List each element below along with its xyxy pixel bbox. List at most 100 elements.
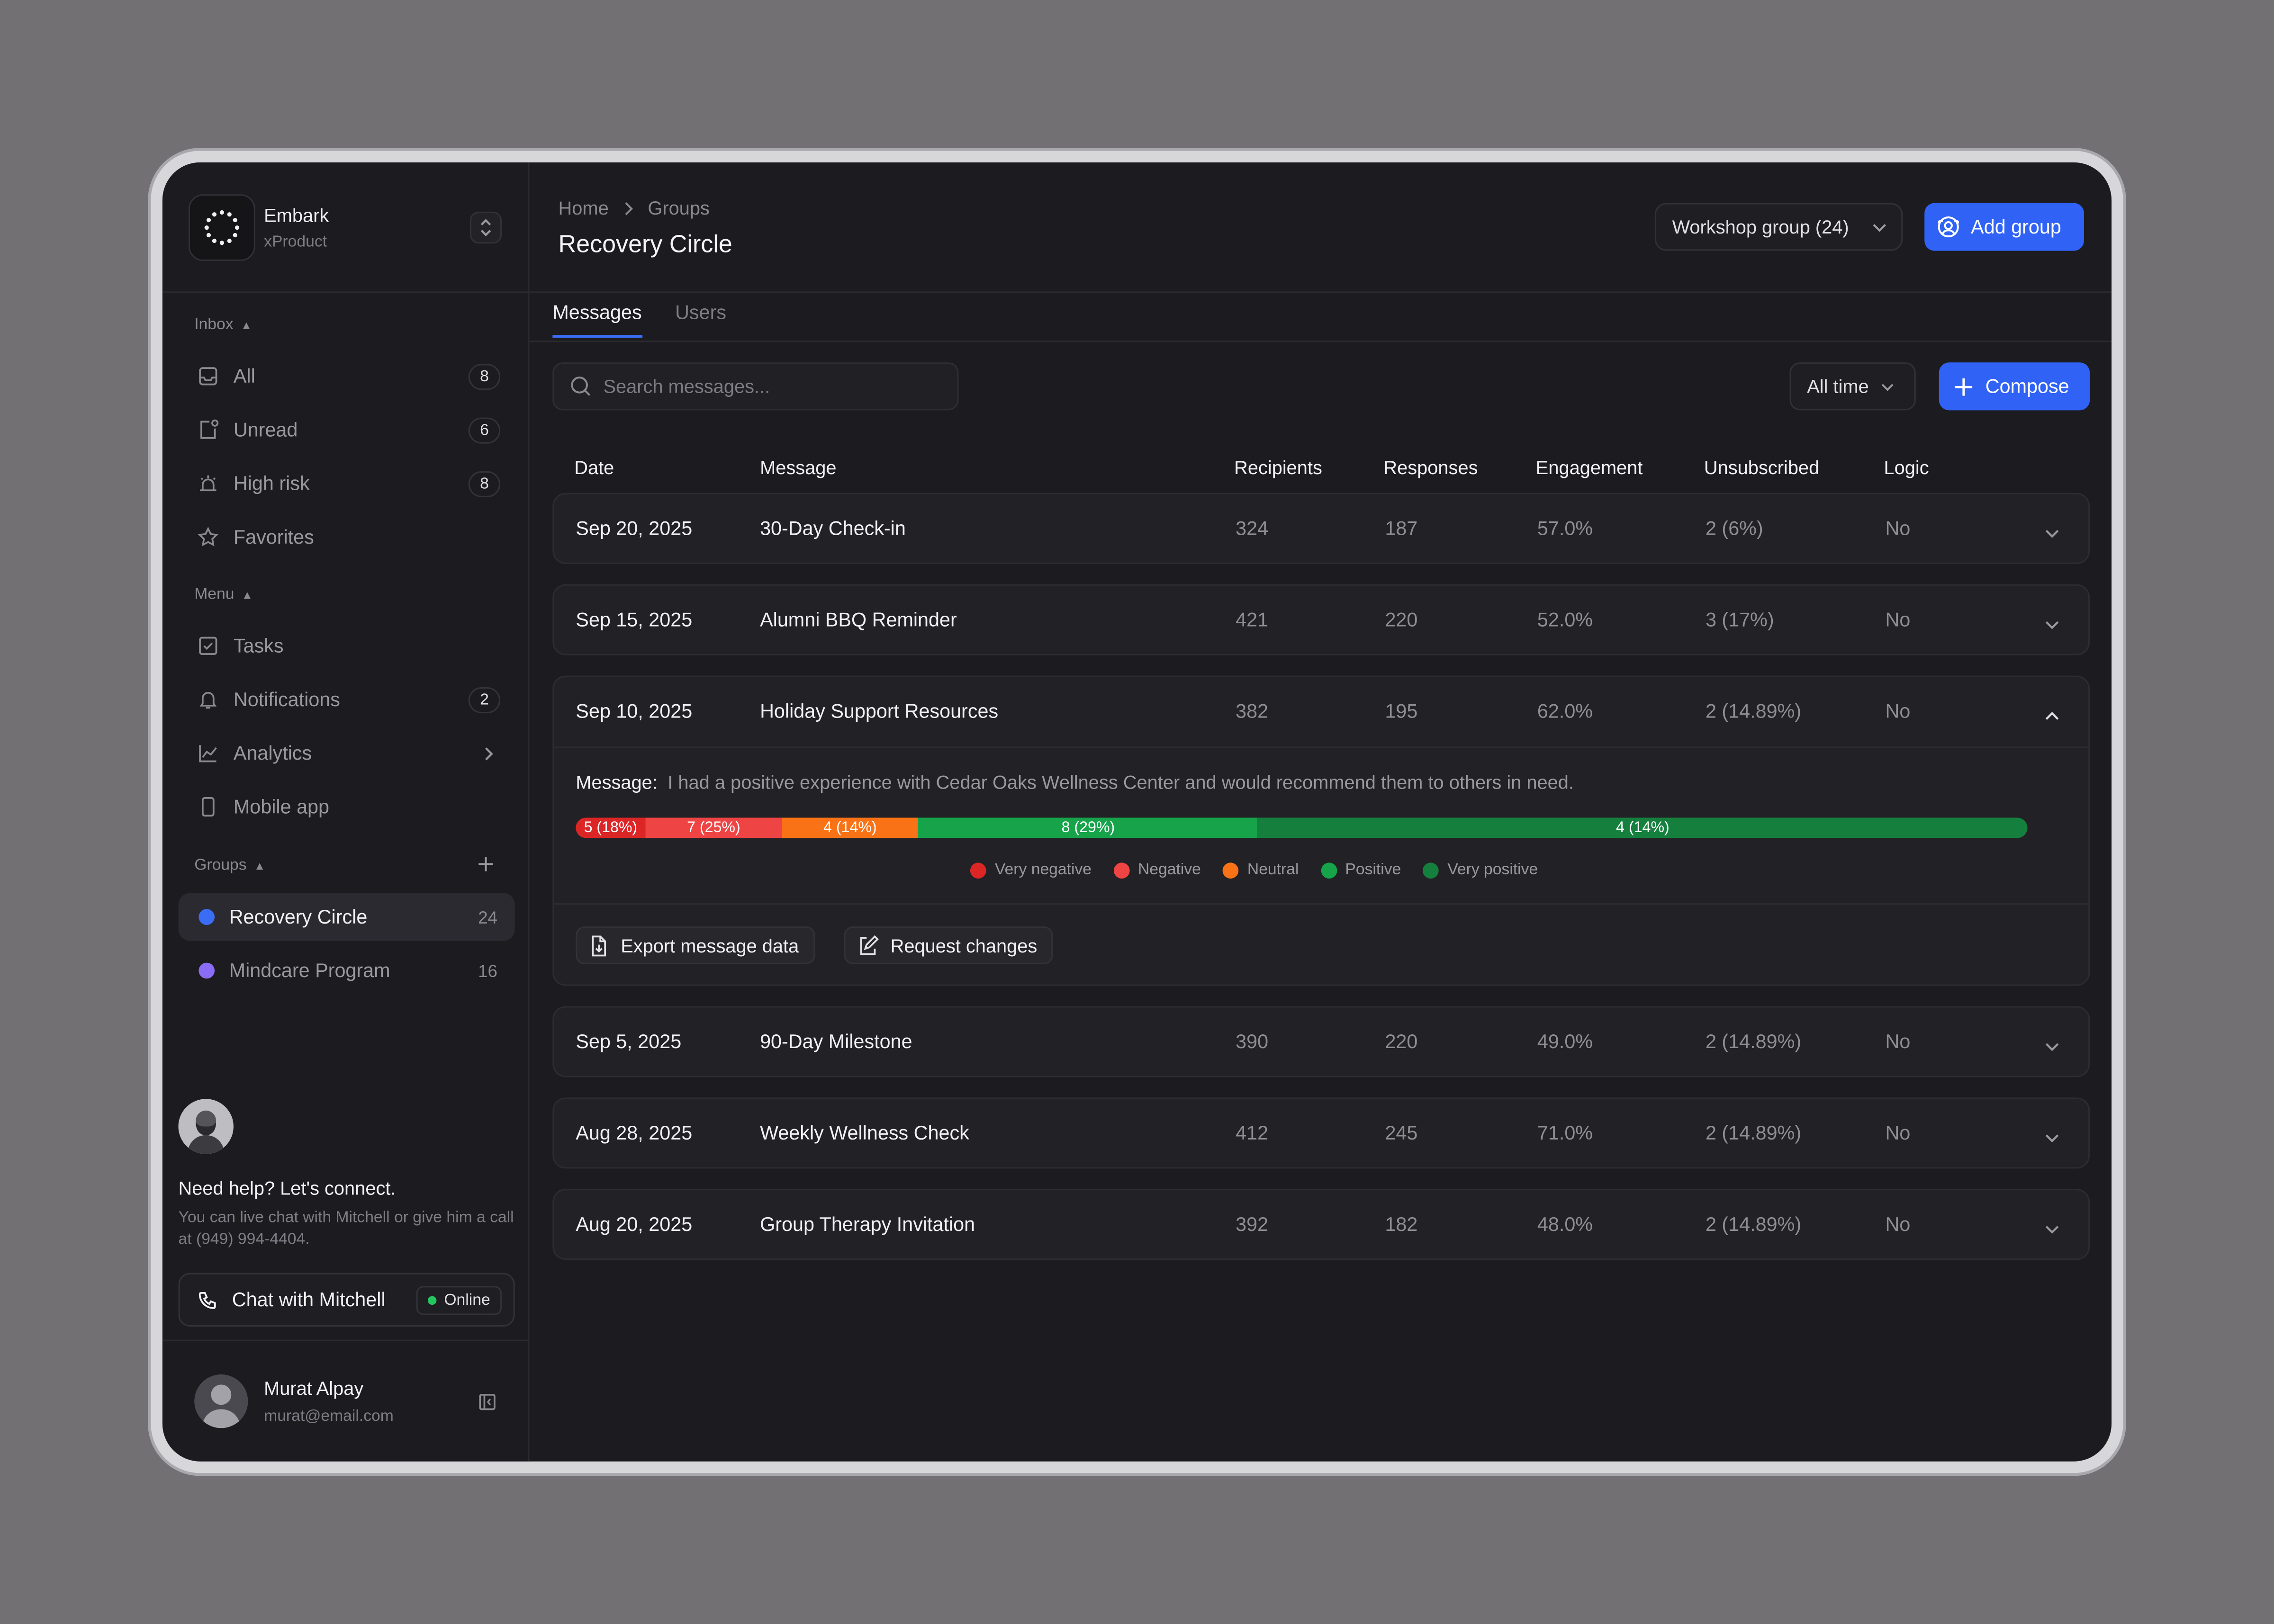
chevron-down-icon [1880,382,1894,391]
chevron-up-icon[interactable] [2045,702,2059,728]
groups-section-label: Groups [194,857,247,874]
chevron-down-icon[interactable] [2045,610,2059,637]
row-recipients: 392 [1236,1213,1269,1236]
chat-with-mitchell-button[interactable]: Chat with Mitchell Online [178,1273,515,1327]
column-header-message[interactable]: Message [760,457,837,479]
column-header-date[interactable]: Date [574,457,614,479]
row-engagement: 57.0% [1537,517,1593,539]
sidebar-item-high-risk[interactable]: High risk 8 [179,459,515,507]
sidebar-item-label: Mobile app [233,796,330,818]
brand-name: Embark [264,204,329,226]
row-logic: No [1885,1122,1911,1144]
sidebar-item-mindcare-program[interactable]: Mindcare Program 16 [179,947,515,995]
embark-logo-icon [188,194,255,261]
count-badge: 2 [468,686,501,713]
request-changes-button[interactable]: Request changes [844,926,1054,964]
column-header-unsubscribed[interactable]: Unsubscribed [1704,457,1820,479]
sidebar-item-label: All [233,365,255,387]
sidebar-item-notifications[interactable]: Notifications 2 [179,676,515,724]
row-responses: 220 [1385,609,1418,631]
divider [554,746,2089,748]
row-logic: No [1885,609,1911,631]
legend-label: Very positive [1447,861,1538,879]
legend-color-dot [1423,861,1439,878]
sidebar-item-favorites[interactable]: Favorites [179,513,515,561]
chevron-up-down-icon[interactable] [469,211,502,244]
star-icon [196,526,219,549]
export-label: Export message data [621,934,799,956]
add-group-button[interactable]: Add group [1924,203,2084,251]
tab-users[interactable]: Users [675,301,727,323]
status-label: Online [444,1291,490,1309]
group-count: 16 [478,960,497,981]
tab-messages[interactable]: Messages [552,302,642,338]
alarm-icon [196,472,219,495]
column-header-recipients[interactable]: Recipients [1234,457,1322,479]
sidebar-item-analytics[interactable]: Analytics [179,729,515,777]
inbox-icon [196,365,219,388]
collapse-sidebar-icon[interactable] [478,1392,496,1410]
time-filter-dropdown[interactable]: All time [1789,362,1916,411]
caret-up-icon: ▲ [241,588,253,601]
chevron-down-icon[interactable] [2045,1215,2059,1241]
row-date: Sep 5, 2025 [576,1031,682,1053]
search-input[interactable]: Search messages... [552,362,959,411]
chevron-down-icon[interactable] [2045,519,2059,545]
online-dot [428,1295,437,1304]
row-recipients: 390 [1236,1031,1269,1053]
column-header-logic[interactable]: Logic [1884,457,1929,479]
sidebar-item-mobile-app[interactable]: Mobile app [179,783,515,831]
row-engagement: 49.0% [1537,1031,1593,1053]
compose-button[interactable]: Compose [1939,362,2090,411]
table-row[interactable]: Sep 20, 2025 30-Day Check-in 324 187 57.… [552,493,2090,564]
chevron-down-icon[interactable] [2045,1123,2059,1149]
count-badge: 8 [468,470,501,497]
row-engagement: 71.0% [1537,1122,1593,1144]
chart-line-icon [196,742,219,765]
sidebar-item-recovery-circle[interactable]: Recovery Circle 24 [178,893,515,941]
table-row[interactable]: Aug 20, 2025 Group Therapy Invitation 39… [552,1189,2090,1260]
workspace-switcher[interactable]: Embark xProduct [188,194,502,261]
chevron-down-icon[interactable] [2045,1032,2059,1059]
table-row[interactable]: Sep 15, 2025 Alumni BBQ Reminder 421 220… [552,584,2090,655]
sidebar-item-all[interactable]: All 8 [179,352,515,400]
row-recipients: 412 [1236,1122,1269,1144]
inbox-section-toggle[interactable]: Inbox ▲ [194,316,252,333]
legend-color-dot [1222,861,1239,878]
table-row[interactable]: Sep 5, 2025 90-Day Milestone 390 220 49.… [552,1006,2090,1077]
breadcrumb-home-link[interactable]: Home [558,197,609,219]
menu-section-toggle[interactable]: Menu ▲ [194,586,253,603]
help-title: Need help? Let's connect. [178,1177,396,1199]
add-group-plus-icon[interactable] [478,857,493,871]
row-unsubscribed: 2 (14.89%) [1705,1213,1802,1236]
legend-label: Negative [1137,861,1201,879]
row-date: Aug 20, 2025 [576,1213,693,1236]
sidebar-item-tasks[interactable]: Tasks [179,622,515,670]
sidebar-item-label: Favorites [233,526,314,548]
sidebar-item-label: Analytics [233,742,312,764]
row-responses: 187 [1385,517,1418,539]
row-responses: 220 [1385,1031,1418,1053]
compose-label: Compose [1985,375,2069,397]
legend-label: Positive [1345,861,1401,879]
groups-section-toggle[interactable]: Groups ▲ [194,857,265,874]
column-header-responses[interactable]: Responses [1383,457,1478,479]
legend-item: Very positive [1423,861,1538,879]
time-filter-value: All time [1807,375,1869,397]
search-icon [570,376,592,397]
row-message: 90-Day Milestone [760,1031,912,1053]
sentiment-segment-very-negative: 5 (18%) [576,817,646,838]
user-profile[interactable]: Murat Alpay murat@email.com [194,1374,502,1428]
sentiment-legend: Very negative Negative Neutral Positive Very… [970,861,1538,879]
sidebar-item-label: Tasks [233,635,284,657]
table-row[interactable]: Aug 28, 2025 Weekly Wellness Check 412 2… [552,1097,2090,1169]
column-header-engagement[interactable]: Engagement [1535,457,1643,479]
export-message-data-button[interactable]: Export message data [576,926,815,964]
row-engagement: 52.0% [1537,609,1593,631]
breadcrumb-groups-link[interactable]: Groups [648,197,710,219]
group-select-dropdown[interactable]: Workshop group (24) [1654,203,1903,251]
breadcrumb: Home Groups [559,197,710,219]
sidebar-item-unread[interactable]: Unread 6 [179,406,515,454]
app-window: Embark xProduct Inbox ▲ All 8 Unread 6 H… [162,162,2112,1462]
table-row-expanded[interactable]: Sep 10, 2025 Holiday Support Resources 3… [552,675,2090,986]
